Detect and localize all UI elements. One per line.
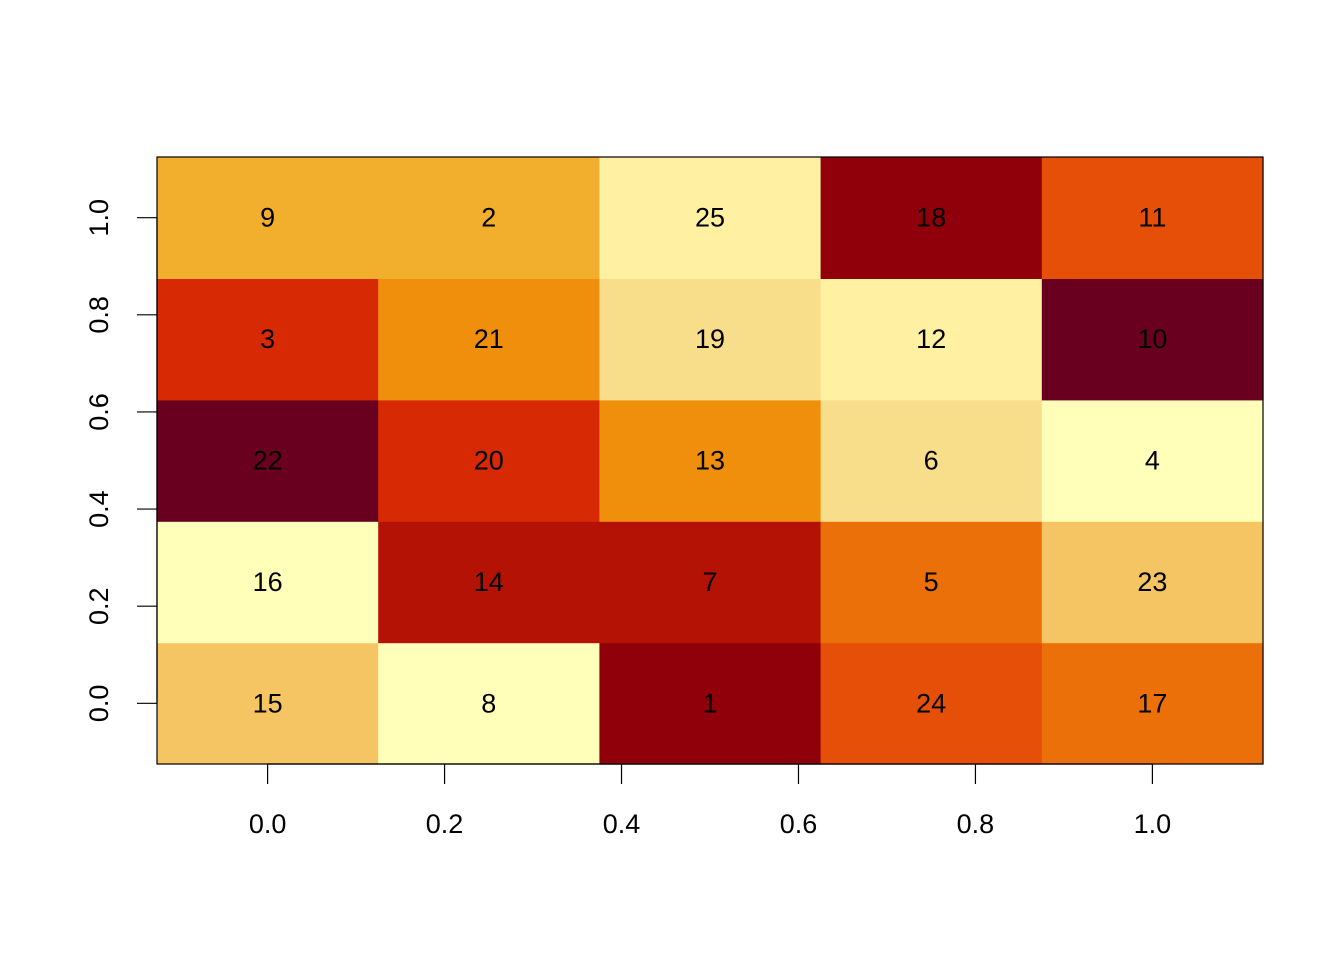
cell-value-label: 24 xyxy=(916,688,946,718)
cell-value-label: 13 xyxy=(695,446,725,476)
heatmap-cell xyxy=(599,157,822,279)
heatmap-cell xyxy=(1041,278,1264,401)
heatmap-cell xyxy=(599,642,822,765)
x-axis: 0.0 0.2 0.4 0.6 0.8 1.0 xyxy=(249,763,1172,839)
heatmap-cell xyxy=(820,278,1043,401)
x-tick-label: 0.6 xyxy=(780,809,818,839)
heatmap-cell xyxy=(1041,521,1264,644)
cell-value-label: 21 xyxy=(474,324,504,354)
cell-value-label: 4 xyxy=(1145,446,1160,476)
heatmap-cell xyxy=(157,642,379,765)
cell-value-label: 19 xyxy=(695,324,725,354)
heatmap-cell xyxy=(378,642,600,765)
heatmap-cell xyxy=(1041,399,1264,522)
x-tick-label: 0.4 xyxy=(603,809,641,839)
cell-value-label: 14 xyxy=(474,567,504,597)
cell-value-label: 15 xyxy=(253,688,283,718)
cell-value-label: 10 xyxy=(1137,324,1167,354)
cell-value-label: 17 xyxy=(1137,688,1167,718)
heatmap-cell xyxy=(157,278,379,401)
heatmap-cell xyxy=(599,521,822,644)
cell-value-label: 23 xyxy=(1137,567,1167,597)
cell-value-label: 2 xyxy=(481,203,496,233)
heatmap-cell xyxy=(1041,642,1264,765)
x-tick-label: 0.0 xyxy=(249,809,287,839)
x-tick-label: 0.8 xyxy=(957,809,995,839)
x-tick-label: 0.2 xyxy=(426,809,464,839)
cell-value-label: 6 xyxy=(924,446,939,476)
heatmap-cell xyxy=(157,521,379,644)
heatmap-cell xyxy=(157,399,379,522)
heatmap-cell xyxy=(820,521,1043,644)
heatmap-cell xyxy=(378,157,600,279)
heatmap-cell xyxy=(378,278,600,401)
y-axis: 0.0 0.2 0.4 0.6 0.8 1.0 xyxy=(84,199,158,723)
heatmap-cell-labels: 15 8 1 24 17 16 14 7 5 23 22 20 13 6 4 3 21 19 12 10 9 2 25 18 1… xyxy=(253,203,1168,719)
cell-value-label: 9 xyxy=(260,203,275,233)
cell-value-label: 12 xyxy=(916,324,946,354)
heatmap-cell xyxy=(820,399,1043,522)
cell-value-label: 18 xyxy=(916,203,946,233)
cell-value-label: 1 xyxy=(702,688,717,718)
y-tick-label: 1.0 xyxy=(84,199,114,237)
y-tick-label: 0.0 xyxy=(84,685,114,723)
x-tick-label: 1.0 xyxy=(1134,809,1172,839)
heatmap-cell xyxy=(1041,157,1264,279)
heatmap-cell xyxy=(378,399,600,522)
cell-value-label: 11 xyxy=(1138,203,1166,233)
heatmap-cell xyxy=(599,278,822,401)
cell-value-label: 7 xyxy=(702,567,717,597)
heatmap-cell xyxy=(599,399,822,522)
heatmap-cells xyxy=(157,157,1264,765)
heatmap-cell xyxy=(820,642,1043,765)
cell-value-label: 3 xyxy=(260,324,275,354)
cell-value-label: 5 xyxy=(924,567,939,597)
heatmap-cell xyxy=(378,521,600,644)
y-tick-label: 0.4 xyxy=(84,490,114,528)
y-tick-label: 0.8 xyxy=(84,296,114,334)
cell-value-label: 16 xyxy=(253,567,283,597)
cell-value-label: 20 xyxy=(474,446,504,476)
heatmap-cell xyxy=(820,157,1043,279)
y-tick-label: 0.6 xyxy=(84,393,114,431)
cell-value-label: 25 xyxy=(695,203,725,233)
heatmap-cell xyxy=(157,157,379,279)
cell-value-label: 8 xyxy=(481,688,496,718)
cell-value-label: 22 xyxy=(253,446,283,476)
y-tick-label: 0.2 xyxy=(84,587,114,625)
